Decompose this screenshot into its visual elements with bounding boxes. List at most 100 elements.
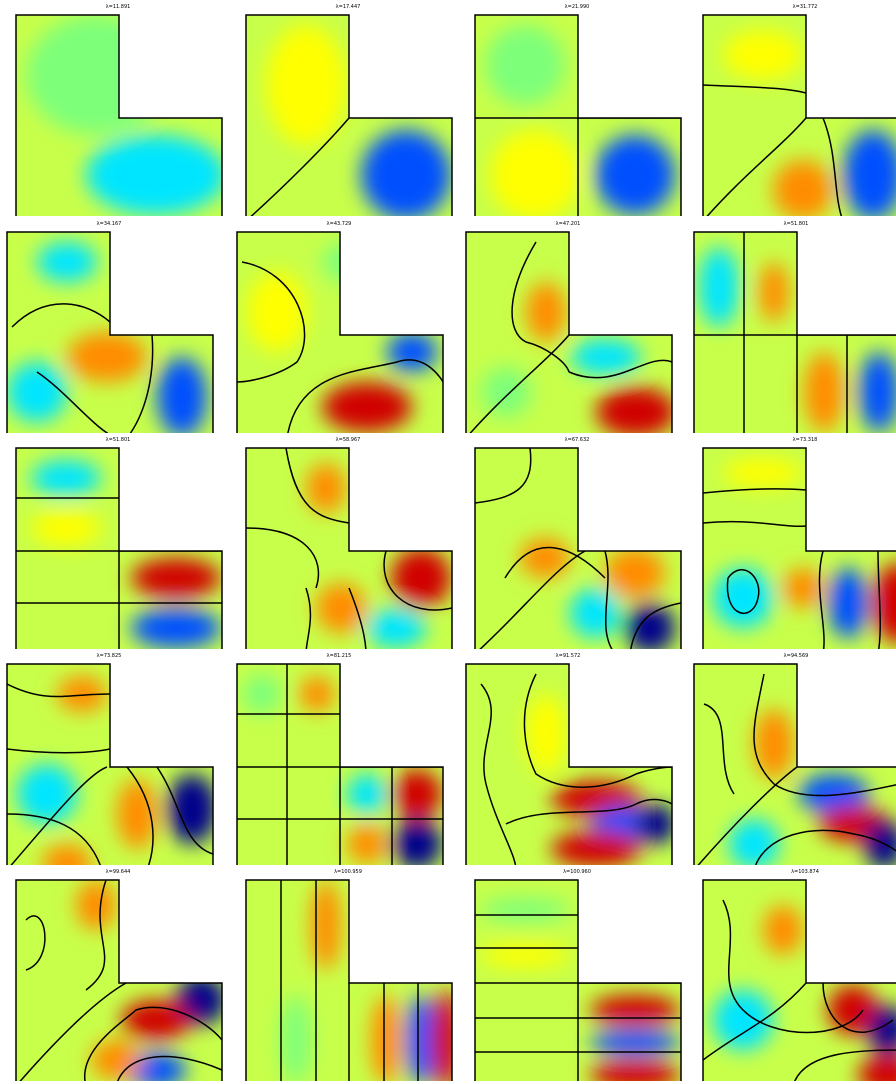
- eigenmode-plot: [465, 231, 673, 433]
- domain-boundary: [474, 447, 682, 649]
- field-extremum: [392, 819, 442, 865]
- eigenmode-panel: λ=91.572: [465, 649, 689, 865]
- nodal-line: [792, 1049, 896, 1081]
- nodal-line: [348, 587, 367, 649]
- nodal-line: [877, 550, 881, 649]
- nodal-line: [7, 813, 103, 865]
- panel-title: λ=91.572: [555, 653, 581, 659]
- field-extremum: [299, 676, 335, 712]
- nodal-line: [285, 448, 350, 524]
- field-extremum: [625, 603, 675, 649]
- field-extremum: [799, 774, 869, 814]
- eigenmode-panel: λ=73.318: [702, 433, 896, 649]
- nodal-line: [480, 683, 517, 865]
- eigenmode-plot: [15, 879, 223, 1081]
- panel-title: λ=11.891: [105, 4, 131, 10]
- domain-boundary: [693, 663, 896, 865]
- panel-title: λ=100.960: [563, 869, 591, 875]
- nodal-line: [511, 241, 570, 373]
- field-extremum: [126, 1052, 186, 1081]
- field-extremum: [713, 990, 773, 1050]
- domain-boundary: [465, 663, 673, 865]
- field-extremum: [42, 844, 92, 865]
- field-extremum: [490, 130, 580, 216]
- eigenmode-panel: λ=100.959: [245, 865, 469, 1081]
- eigenmode-panel: λ=51.801: [15, 433, 239, 649]
- eigenmode-panel: λ=100.960: [474, 865, 698, 1081]
- nodal-line: [568, 359, 672, 379]
- nodal-line: [305, 587, 312, 649]
- field-extremum: [311, 880, 341, 970]
- nodal-line: [694, 766, 798, 865]
- nodal-line: [703, 520, 807, 528]
- field-extremum: [551, 831, 641, 865]
- field-extremum: [520, 538, 570, 578]
- nodal-line: [604, 550, 616, 649]
- nodal-line: [523, 673, 672, 788]
- field-extremum: [322, 242, 372, 282]
- eigenmode-panel: λ=43.729: [236, 217, 460, 433]
- field-extremum: [406, 995, 436, 1081]
- domain-boundary: [474, 879, 682, 1081]
- field-extremum: [859, 352, 896, 432]
- eigenmode-panel: λ=21.990: [474, 0, 698, 216]
- nodal-line: [85, 880, 107, 991]
- field-extremum: [242, 674, 282, 714]
- field-extremum: [858, 1055, 896, 1081]
- nodal-line: [703, 117, 807, 216]
- panel-title: λ=34.167: [96, 221, 122, 227]
- eigenmode-plot: [474, 447, 682, 649]
- nodal-line: [126, 766, 154, 865]
- field-extremum: [7, 362, 67, 422]
- nodal-line: [7, 683, 111, 698]
- eigenmode-plot: [245, 879, 453, 1081]
- panel-title: λ=51.801: [105, 437, 131, 443]
- panel-title: λ=31.772: [792, 4, 818, 10]
- field-extremum: [131, 558, 221, 598]
- field-extremum: [763, 905, 803, 955]
- domain-boundary: [245, 14, 453, 216]
- panel-title: λ=81.215: [326, 653, 352, 659]
- eigenmode-plot: [6, 663, 214, 865]
- nodal-line: [246, 527, 320, 589]
- nodal-line: [475, 550, 586, 649]
- nodal-line: [246, 117, 350, 216]
- eigenmode-panel: λ=17.447: [245, 0, 469, 216]
- field-extremum: [605, 548, 665, 598]
- field-extremum: [723, 30, 803, 80]
- panel-title: λ=73.318: [792, 437, 818, 443]
- field-extremum: [117, 779, 157, 849]
- eigenmode-panel: λ=58.967: [245, 433, 469, 649]
- eigenmode-plot: [236, 231, 444, 433]
- field-extremum: [590, 1060, 680, 1081]
- field-extremum: [176, 975, 222, 1025]
- field-extremum: [595, 135, 675, 215]
- field-extremum: [873, 563, 896, 643]
- nodal-line: [156, 766, 213, 855]
- nodal-line: [126, 334, 154, 433]
- field-extremum: [526, 282, 566, 342]
- panel-title: λ=94.569: [783, 653, 809, 659]
- field-extremum: [480, 898, 570, 922]
- field-extremum: [381, 150, 431, 200]
- field-extremum: [699, 247, 739, 327]
- eigenmode-panel: λ=34.167: [6, 217, 230, 433]
- nodal-line: [505, 798, 672, 825]
- eigenmode-plot: [702, 447, 896, 649]
- field-extremum: [570, 588, 620, 638]
- eigenmode-panel: λ=103.874: [702, 865, 896, 1081]
- domain-boundary: [702, 447, 896, 649]
- field-extremum: [167, 774, 213, 844]
- field-extremum: [590, 995, 680, 1025]
- panel-title: λ=47.201: [555, 221, 581, 227]
- field-extremum: [828, 985, 878, 1035]
- domain-boundary: [236, 231, 444, 433]
- panel-title: λ=21.990: [564, 4, 590, 10]
- nodal-line: [466, 334, 570, 433]
- nodal-line: [475, 448, 532, 504]
- field-extremum: [571, 339, 641, 375]
- domain-boundary: [245, 447, 453, 649]
- field-extremum: [247, 272, 307, 352]
- eigenmode-plot: [6, 231, 214, 433]
- panel-title: λ=99.644: [105, 869, 131, 875]
